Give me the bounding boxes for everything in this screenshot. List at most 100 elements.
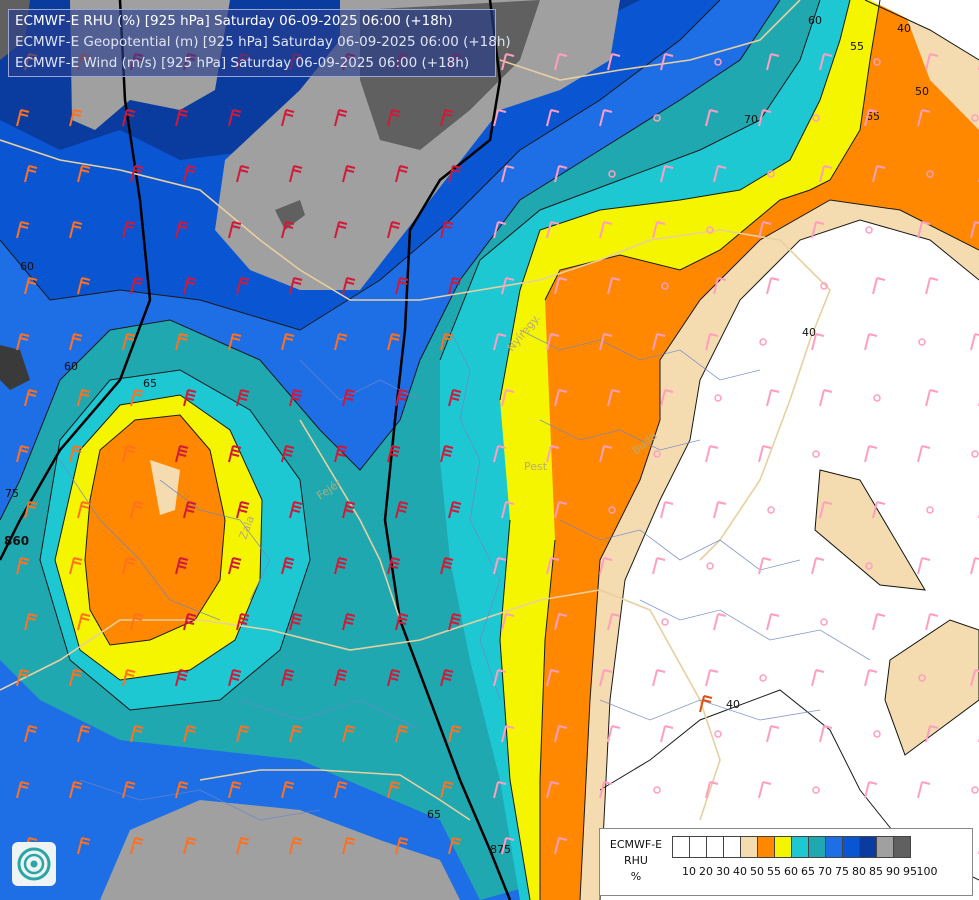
legend-title: ECMWF-E RHU % xyxy=(604,837,668,885)
wind-barb xyxy=(289,501,303,519)
wind-barb xyxy=(501,277,515,295)
wind-barb xyxy=(493,669,507,687)
wind-barb xyxy=(342,165,356,183)
wind-barb xyxy=(16,109,30,127)
wind-barb xyxy=(183,389,197,407)
wind-barb xyxy=(281,445,295,463)
wind-barb xyxy=(183,725,197,743)
ecmwf-logo-icon xyxy=(12,842,56,886)
wind-calm-marker xyxy=(759,338,767,346)
wind-barb xyxy=(334,669,348,687)
title-rhu: ECMWF-E RHU (%) [925 hPa] Saturday 06-09… xyxy=(15,13,453,29)
wind-barb xyxy=(493,557,507,575)
wind-barb xyxy=(660,53,674,71)
contour-label: 860 xyxy=(4,534,29,548)
wind-barb xyxy=(122,109,136,127)
legend-swatch xyxy=(672,836,690,858)
wind-barb xyxy=(289,165,303,183)
wind-barb xyxy=(554,501,568,519)
wind-barb xyxy=(228,109,242,127)
wind-barb xyxy=(970,333,979,351)
wind-barb xyxy=(395,501,409,519)
rh-tan-patch xyxy=(814,469,926,591)
contour-label: 65 xyxy=(866,110,880,123)
wind-barb xyxy=(440,557,454,575)
wind-barb xyxy=(501,501,515,519)
wind-barb xyxy=(183,277,197,295)
wind-barb xyxy=(917,781,931,799)
wind-barb xyxy=(501,389,515,407)
wind-barb xyxy=(440,669,454,687)
wind-barb xyxy=(970,669,979,687)
wind-calm-marker xyxy=(714,58,722,66)
wind-barb xyxy=(864,445,878,463)
legend-swatches xyxy=(672,836,911,858)
wind-barb xyxy=(713,165,727,183)
wind-barb xyxy=(395,725,409,743)
wind-barb xyxy=(281,109,295,127)
wind-barb xyxy=(16,557,30,575)
wind-barb xyxy=(130,389,144,407)
wind-barb xyxy=(546,445,560,463)
wind-barb xyxy=(334,333,348,351)
wind-barb xyxy=(342,613,356,631)
wind-barb xyxy=(77,613,91,631)
contour-label: 60 xyxy=(64,360,78,373)
wind-barb xyxy=(236,613,250,631)
wind-barb xyxy=(236,837,250,855)
wind-barb xyxy=(289,725,303,743)
wind-calm-marker xyxy=(608,170,616,178)
wind-barb xyxy=(24,501,38,519)
wind-barb xyxy=(501,53,515,71)
wind-barb xyxy=(758,109,772,127)
wind-barb xyxy=(77,277,91,295)
wind-calm-marker xyxy=(812,450,820,458)
wind-barb xyxy=(660,725,674,743)
legend-tick: 65 xyxy=(801,865,815,878)
contour-label: 60 xyxy=(808,14,822,27)
wind-barb xyxy=(69,221,83,239)
contour-label: 65 xyxy=(427,808,441,821)
wind-barb xyxy=(395,613,409,631)
contour-label: 40 xyxy=(802,326,816,339)
wind-barb xyxy=(387,445,401,463)
wind-barb xyxy=(607,725,621,743)
wind-barb xyxy=(387,557,401,575)
wind-barb xyxy=(970,221,979,239)
wind-calm-marker xyxy=(653,450,661,458)
wind-barb xyxy=(448,837,462,855)
legend-title-model: ECMWF-E xyxy=(609,838,663,851)
legend-title-variable: RHU xyxy=(624,854,648,867)
wind-barb xyxy=(24,165,38,183)
wind-barb xyxy=(811,557,825,575)
wind-barb xyxy=(69,781,83,799)
contour-label: 875 xyxy=(490,843,511,856)
wind-calm-marker xyxy=(661,282,669,290)
contour-label: 70 xyxy=(744,113,758,126)
wind-barb xyxy=(652,221,666,239)
wind-barb xyxy=(77,837,91,855)
wind-barb xyxy=(175,781,189,799)
legend-tick: 60 xyxy=(784,865,798,878)
wind-calm-marker xyxy=(971,786,979,794)
legend-tick: 50 xyxy=(750,865,764,878)
legend-tick: 95 xyxy=(903,865,917,878)
wind-barb xyxy=(872,165,886,183)
wind-barb xyxy=(811,333,825,351)
wind-barb xyxy=(448,613,462,631)
wind-calm-marker xyxy=(971,114,979,122)
wind-calm-marker xyxy=(767,506,775,514)
wind-barb xyxy=(448,277,462,295)
wind-calm-marker xyxy=(926,506,934,514)
legend-swatch xyxy=(808,836,826,858)
wind-barb xyxy=(281,333,295,351)
wind-barb xyxy=(387,109,401,127)
wind-barb xyxy=(864,669,878,687)
wind-barb xyxy=(69,445,83,463)
wind-barb xyxy=(387,333,401,351)
wind-barb xyxy=(69,557,83,575)
wind-barb xyxy=(493,109,507,127)
wind-barb xyxy=(122,781,136,799)
legend-tick: 30 xyxy=(716,865,730,878)
wind-calm-marker xyxy=(812,786,820,794)
